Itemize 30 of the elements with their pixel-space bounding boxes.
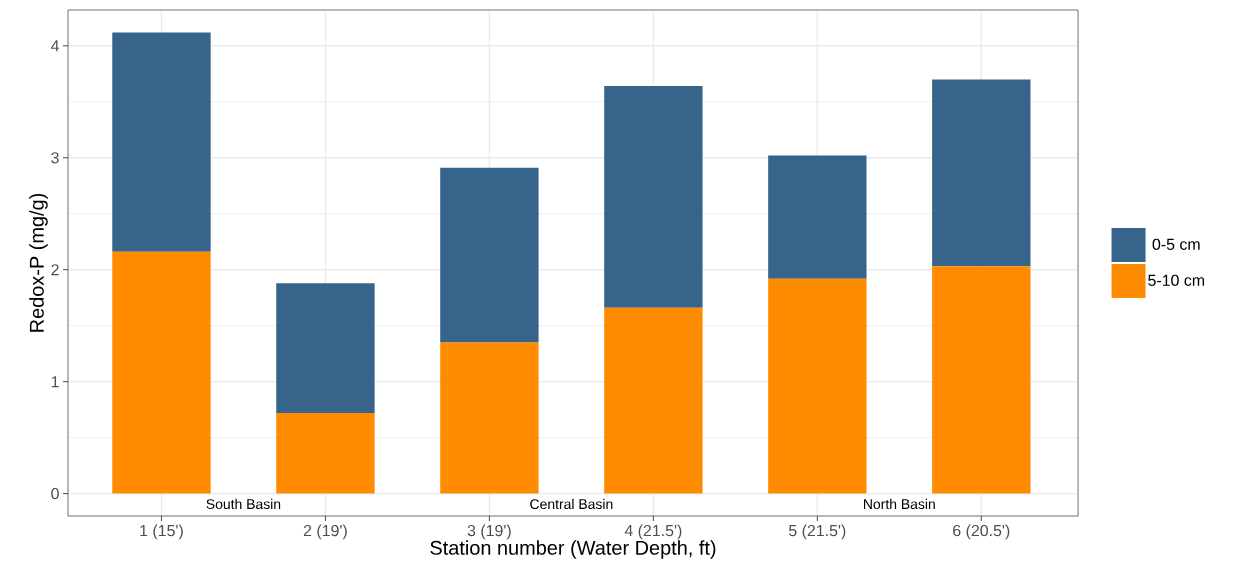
bar [604, 86, 703, 308]
annotation: Central Basin [530, 498, 613, 510]
x-tick-label: 4 (21.5') [624, 524, 682, 540]
x-tick-label: 6 (20.5') [953, 524, 1010, 540]
bar [768, 155, 867, 279]
y-tick-label: 3 [51, 152, 59, 164]
y-tick-label: 0 [51, 487, 59, 500]
bar [112, 251, 211, 494]
bar [276, 413, 375, 494]
bar [440, 167, 539, 343]
bar [932, 266, 1031, 494]
bar [768, 278, 867, 494]
annotation: North Basin [864, 498, 935, 510]
y-tick-label: 4 [50, 40, 60, 52]
bar [112, 32, 211, 252]
bar [276, 283, 375, 414]
annotation: South Basin [206, 498, 281, 510]
y-tick-label: 1 [51, 376, 59, 388]
y-tick-label: 2 [51, 264, 59, 276]
x-tick-label: 3 (19') [467, 524, 511, 540]
bar [604, 307, 703, 494]
bar [932, 79, 1031, 267]
bar [440, 342, 539, 494]
x-tick-label: 5 (21.5') [788, 524, 846, 540]
legend-label: 0-5 cm [1152, 238, 1200, 250]
x-tick-label: 1 (15') [140, 524, 183, 540]
x-axis-title: Station number (Water Depth, ft) [430, 540, 716, 559]
y-axis-title: Redox-P (mg/g) [29, 193, 48, 332]
x-tick-label: 2 (19') [303, 524, 347, 540]
legend-label: 5-10 cm [1148, 274, 1205, 286]
